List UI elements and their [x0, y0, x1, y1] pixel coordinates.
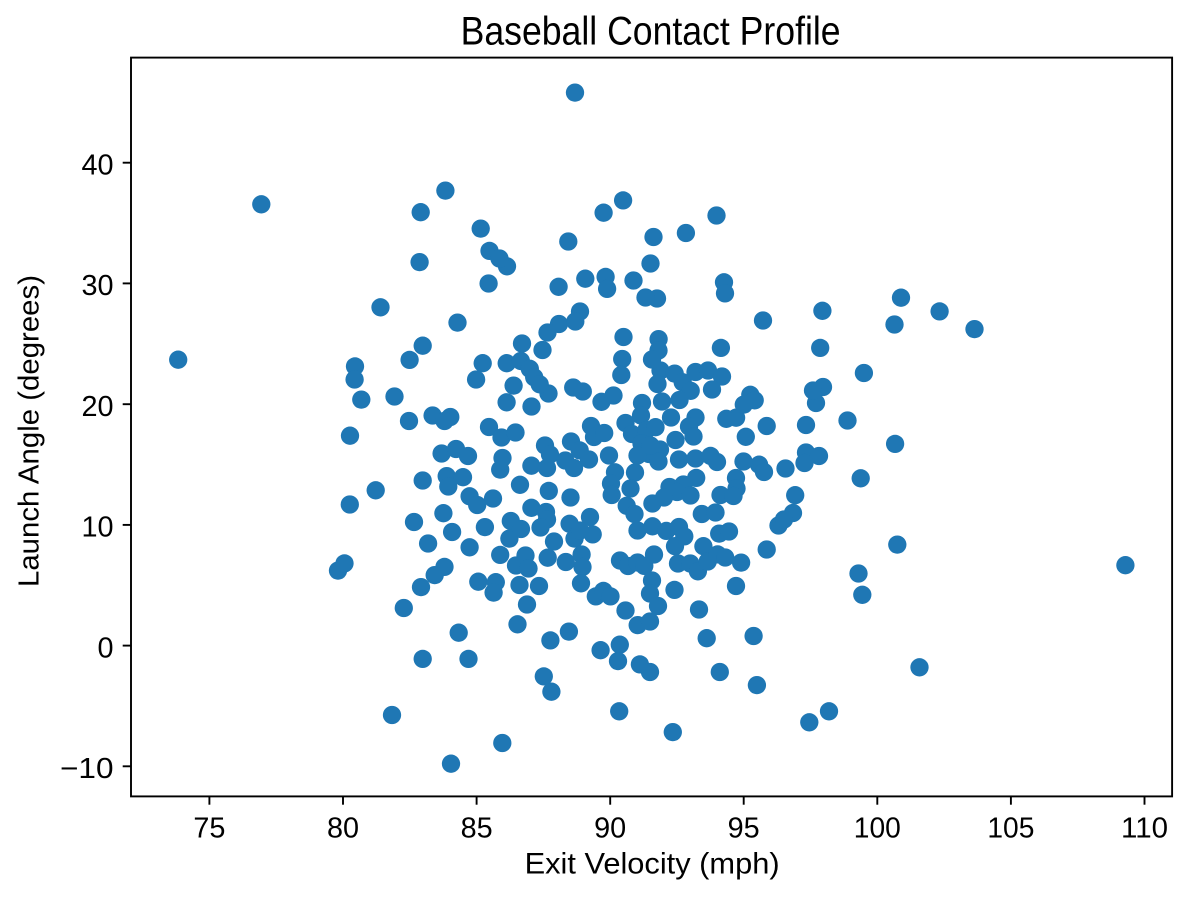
svg-text:Baseball Contact Profile: Baseball Contact Profile	[461, 10, 841, 54]
svg-text:10: 10	[81, 512, 113, 544]
svg-text:80: 80	[327, 813, 359, 845]
svg-text:105: 105	[987, 813, 1034, 845]
svg-text:Launch Angle (degrees): Launch Angle (degrees)	[14, 275, 46, 587]
svg-text:110: 110	[1121, 813, 1168, 845]
svg-text:100: 100	[854, 813, 901, 845]
svg-text:−10: −10	[60, 753, 114, 785]
svg-text:30: 30	[81, 270, 113, 302]
svg-text:20: 20	[81, 391, 113, 423]
svg-text:Exit Velocity (mph): Exit Velocity (mph)	[525, 847, 780, 880]
svg-text:95: 95	[728, 813, 760, 845]
svg-text:0: 0	[97, 632, 113, 664]
svg-text:40: 40	[81, 150, 113, 182]
svg-text:90: 90	[594, 813, 626, 845]
svg-text:75: 75	[193, 813, 225, 845]
svg-text:85: 85	[461, 813, 493, 845]
